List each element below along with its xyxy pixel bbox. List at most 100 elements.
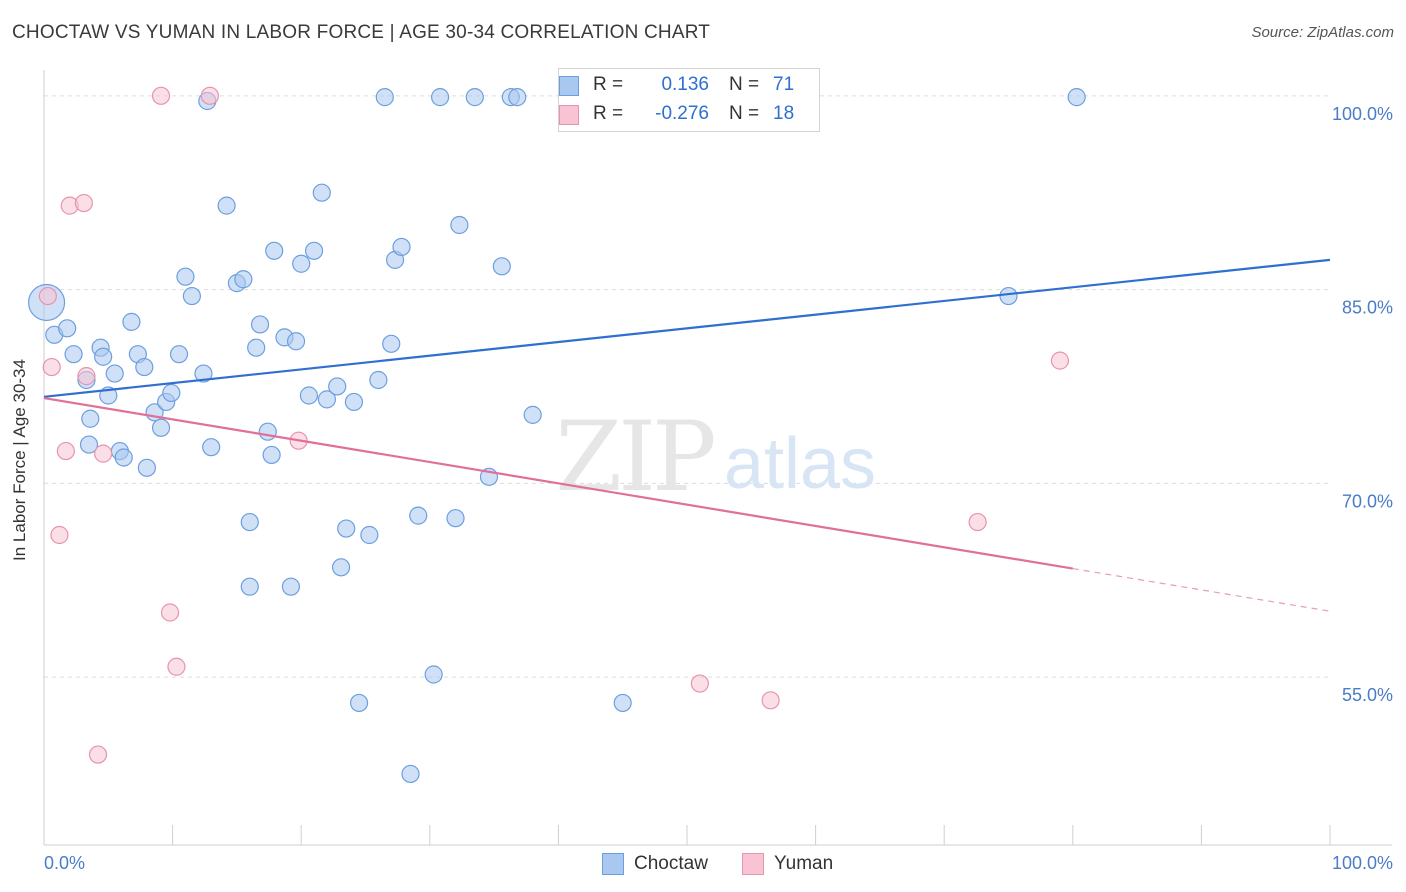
data-point-yuman — [56, 441, 75, 461]
x-tick-labels: 0.0% 100.0% — [44, 853, 1393, 873]
data-point-choctaw — [250, 315, 270, 334]
data-point-choctaw — [105, 364, 124, 383]
data-point-choctaw — [450, 215, 469, 235]
data-point-choctaw — [613, 693, 632, 713]
data-point-choctaw — [262, 445, 281, 465]
data-point-choctaw — [234, 270, 253, 289]
y-tick-labels: 100.0% 85.0% 70.0% 55.0% — [1332, 104, 1393, 705]
data-point-choctaw — [382, 334, 401, 353]
data-point-choctaw — [369, 370, 388, 390]
data-point-choctaw — [240, 512, 259, 532]
data-point-choctaw — [240, 577, 259, 596]
data-point-choctaw — [317, 390, 337, 409]
data-point-choctaw — [137, 458, 156, 477]
data-point-choctaw — [169, 345, 189, 364]
legend-n-value: 18 — [773, 103, 795, 124]
bottom-legend-swatch-choctaw — [602, 853, 624, 875]
legend-r-value: -0.276 — [655, 103, 709, 124]
data-point-yuman — [50, 525, 69, 545]
data-point-choctaw — [401, 764, 420, 784]
data-point-choctaw — [328, 377, 347, 396]
data-point-choctaw — [151, 418, 171, 437]
data-point-choctaw — [176, 267, 195, 286]
legend-r-label: R = — [593, 74, 624, 95]
data-point-choctaw — [81, 409, 100, 428]
data-point-choctaw — [304, 241, 324, 260]
data-point-choctaw — [299, 386, 319, 405]
data-point-choctaw — [1067, 88, 1086, 107]
data-point-yuman — [42, 357, 61, 377]
data-point-choctaw — [162, 383, 181, 403]
data-point-choctaw — [349, 693, 369, 713]
y-tick-label: 100.0% — [1332, 104, 1393, 124]
bottom-legend-label-choctaw: Choctaw — [634, 853, 708, 874]
data-point-yuman — [167, 657, 186, 676]
watermark: ZIP atlas — [555, 401, 876, 513]
data-point-choctaw — [79, 435, 99, 454]
watermark-atlas: atlas — [724, 424, 876, 504]
data-point-choctaw — [64, 345, 83, 364]
legend-n-value: 71 — [773, 74, 795, 95]
data-point-yuman — [968, 512, 987, 532]
axes — [43, 70, 1392, 846]
chart-title: CHOCTAW VS YUMAN IN LABOR FORCE | AGE 30… — [12, 22, 711, 43]
data-point-choctaw — [430, 88, 450, 107]
bottom-legend-yuman: Yuman — [742, 852, 833, 876]
data-point-choctaw — [292, 254, 311, 273]
legend-r-value: 0.136 — [661, 74, 709, 95]
data-point-choctaw — [94, 347, 113, 366]
data-point-choctaw — [446, 509, 465, 528]
legend-n-label: N = — [729, 74, 760, 95]
data-point-choctaw — [312, 183, 331, 202]
data-point-yuman — [761, 691, 780, 710]
data-point-choctaw — [523, 405, 542, 424]
data-point-choctaw — [202, 438, 221, 457]
bottom-legend-label-yuman: Yuman — [774, 853, 834, 874]
bottom-legend-swatch-yuman — [742, 853, 764, 875]
x-tick-label: 0.0% — [44, 853, 85, 873]
data-point-yuman — [77, 367, 96, 386]
data-point-choctaw — [114, 448, 133, 467]
legend-row-yuman: R = -0.276 N = 18 — [559, 100, 795, 128]
trend-line-extension-yuman — [1072, 567, 1331, 612]
data-point-choctaw — [508, 88, 527, 107]
data-point-choctaw — [409, 506, 428, 525]
data-point-yuman — [74, 193, 93, 213]
watermark-zip: ZIP — [555, 401, 714, 513]
data-point-choctaw — [182, 286, 201, 306]
data-point-choctaw — [265, 241, 284, 260]
source-label: Source: ZipAtlas.com — [1251, 24, 1394, 41]
trend-lines — [43, 258, 1331, 612]
x-tick-label: 100.0% — [1332, 853, 1393, 873]
data-point-yuman — [151, 86, 171, 105]
data-point-choctaw — [331, 558, 351, 577]
data-point-choctaw — [360, 525, 379, 545]
data-point-choctaw — [492, 257, 511, 276]
data-point-choctaw — [122, 312, 141, 331]
legend-row-choctaw: R = 0.136 N = 71 — [559, 71, 795, 99]
legend-r-label: R = — [593, 103, 624, 124]
data-point-yuman — [94, 444, 113, 463]
data-point-choctaw — [344, 392, 364, 412]
data-point-choctaw — [217, 196, 236, 215]
data-point-choctaw — [135, 357, 154, 377]
legend-swatch-yuman — [559, 105, 579, 125]
data-point-choctaw — [258, 422, 277, 441]
stats-legend: R = 0.136 N = 71 R = -0.276 N = 18 — [558, 68, 820, 132]
bottom-legend-choctaw: Choctaw — [602, 852, 708, 876]
legend-swatch-choctaw — [559, 76, 579, 96]
y-tick-label: 55.0% — [1342, 685, 1393, 705]
data-point-choctaw — [194, 364, 213, 383]
data-point-choctaw — [424, 665, 443, 684]
data-points — [27, 86, 1086, 784]
y-tick-label: 85.0% — [1342, 298, 1393, 318]
legend-n-label: N = — [729, 103, 760, 124]
data-point-yuman — [88, 745, 108, 764]
data-point-choctaw — [286, 332, 306, 351]
data-point-choctaw — [337, 519, 356, 538]
trend-line-yuman — [43, 396, 1073, 570]
data-point-yuman — [160, 603, 180, 622]
data-point-choctaw — [999, 286, 1018, 306]
data-point-yuman — [38, 286, 57, 306]
